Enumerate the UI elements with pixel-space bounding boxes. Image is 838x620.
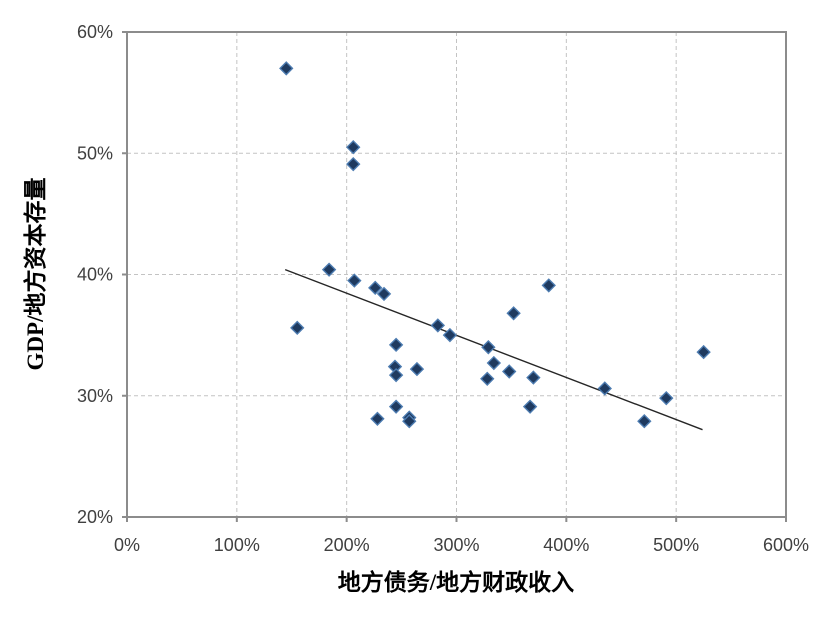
- x-tick-label: 300%: [433, 535, 479, 555]
- data-point-marker: [290, 320, 305, 336]
- data-point-marker: [388, 367, 404, 383]
- x-tick-label: 100%: [214, 535, 260, 555]
- data-point-marker: [388, 337, 404, 353]
- gridlines: [127, 32, 786, 517]
- data-point-marker: [279, 61, 294, 76]
- y-tick-label: 40%: [77, 265, 113, 285]
- data-point-marker: [388, 399, 404, 414]
- x-axis-title: 地方债务/地方财政收入: [338, 569, 574, 595]
- data-point-marker: [696, 344, 711, 360]
- data-point-marker: [506, 306, 521, 321]
- data-point-marker: [376, 286, 392, 302]
- data-point-marker: [526, 370, 541, 385]
- data-point-marker: [481, 340, 496, 355]
- y-tick-label: 30%: [77, 386, 113, 406]
- y-tick-label: 20%: [77, 507, 113, 527]
- y-tick-label: 50%: [77, 143, 113, 163]
- data-point-marker: [637, 414, 652, 429]
- data-point-marker: [321, 262, 337, 277]
- data-point-marker: [597, 381, 612, 396]
- data-point-marker: [368, 280, 383, 296]
- y-axis-title: GDP/地方资本存量: [22, 178, 48, 371]
- data-points: [279, 61, 711, 429]
- data-point-marker: [480, 371, 495, 386]
- x-axis-tick-labels: 0% 100% 200% 300% 400% 500% 600%: [114, 535, 809, 555]
- data-point-marker: [347, 273, 362, 288]
- data-point-marker: [659, 390, 674, 406]
- data-point-marker: [442, 327, 458, 343]
- data-point-marker: [486, 355, 502, 371]
- x-tick-label: 600%: [763, 535, 809, 555]
- x-tick-label: 500%: [653, 535, 699, 555]
- x-tick-label: 400%: [543, 535, 589, 555]
- data-point-marker: [522, 399, 538, 414]
- data-point-marker: [346, 156, 361, 172]
- data-point-marker: [370, 411, 385, 426]
- axis-ticks: [122, 31, 787, 522]
- trendline: [284, 268, 703, 431]
- data-point-marker: [541, 278, 556, 293]
- data-point-marker: [502, 364, 517, 379]
- x-tick-label: 200%: [324, 535, 370, 555]
- data-point-marker: [346, 139, 361, 155]
- data-point-marker: [409, 361, 425, 377]
- y-tick-label: 60%: [77, 22, 113, 42]
- y-axis-tick-labels: 20% 30% 40% 50% 60%: [77, 22, 113, 527]
- data-point-marker: [430, 318, 446, 333]
- data-point-marker: [402, 414, 417, 429]
- x-tick-label: 0%: [114, 535, 140, 555]
